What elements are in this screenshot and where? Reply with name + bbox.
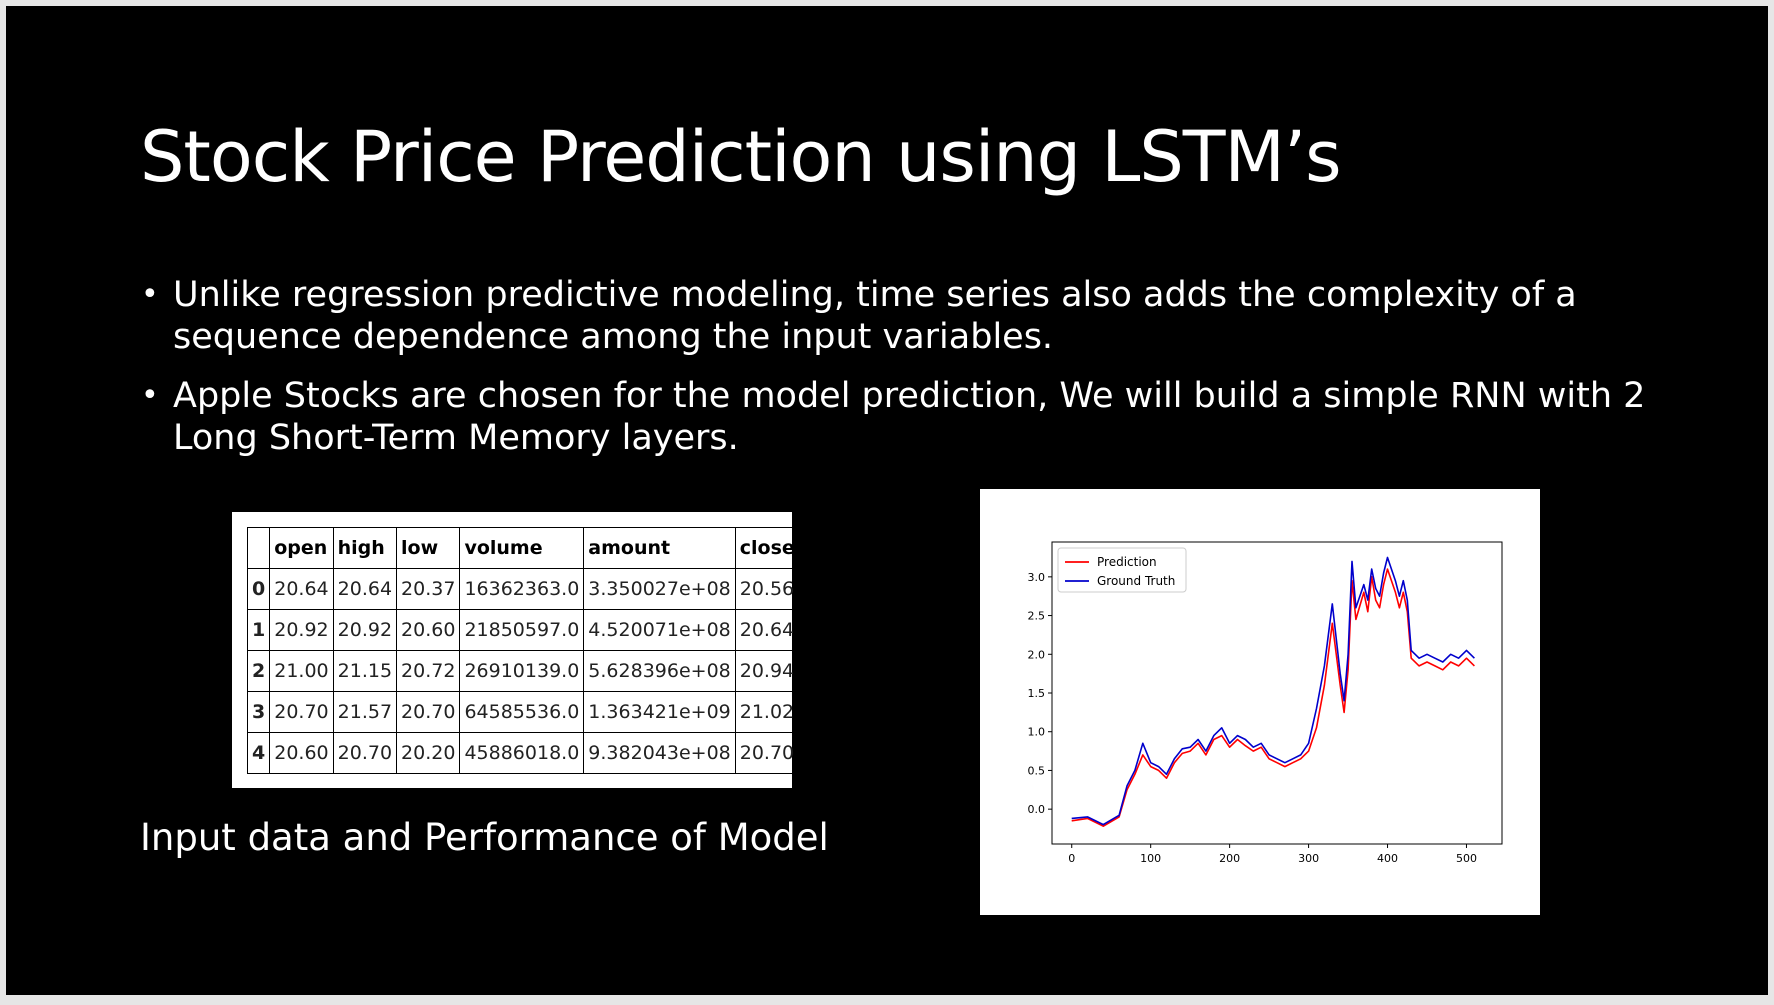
x-tick-label: 400 [1377,852,1398,865]
cell-close: 21.02 [734,691,800,733]
table-row: 2 21.00 21.15 20.72 26910139.0 5.628396e… [246,650,800,692]
x-tick-label: 100 [1140,852,1161,865]
x-tick-label: 0 [1068,852,1075,865]
cell-close: 20.94 [734,650,800,692]
bullet-list: • Unlike regression predictive modeling,… [140,274,1700,476]
row-index: 0 [246,568,271,610]
cell-low: 20.60 [396,609,461,651]
cell-high: 21.57 [332,691,398,733]
cell-open: 20.92 [269,609,334,651]
x-tick-label: 300 [1298,852,1319,865]
column-header-close: close [734,527,800,569]
cell-low: 20.72 [396,650,461,692]
cell-amount: 3.350027e+08 [583,568,736,610]
row-index: 1 [246,609,271,651]
table-row: 4 20.60 20.70 20.20 45886018.0 9.382043e… [246,732,800,774]
y-tick-label: 2.0 [1028,648,1046,661]
table-row: 1 20.92 20.92 20.60 21850597.0 4.520071e… [246,609,800,651]
x-tick-label: 200 [1219,852,1240,865]
cell-open: 20.60 [269,732,334,774]
bullet-item: • Unlike regression predictive modeling,… [140,274,1700,358]
performance-chart: 0 100 200 300 400 500 0.0 0.5 1.0 1.5 2.0 2.5 3.0 Pre… [980,489,1540,915]
column-header-low: low [396,527,461,569]
column-header-high: high [332,527,398,569]
cell-high: 20.70 [332,732,398,774]
cell-open: 21.00 [269,650,334,692]
table-header-row: open high low volume amount close [246,527,800,569]
slide: Stock Price Prediction using LSTM’s • Un… [6,6,1768,995]
cell-amount: 1.363421e+09 [583,691,736,733]
bullet-dot-icon: • [141,277,159,312]
series-line-ground-truth [1071,556,1475,826]
column-header-volume: volume [459,527,585,569]
cell-volume: 26910139.0 [459,650,585,692]
bullet-text: Unlike regression predictive modeling, t… [173,275,1577,357]
column-header-amount: amount [583,527,736,569]
series-line-prediction [1071,568,1475,828]
table-row: 3 20.70 21.57 20.70 64585536.0 1.363421e… [246,691,800,733]
performance-chart-svg: 0 100 200 300 400 500 0.0 0.5 1.0 1.5 2.0 2.5 3.0 Pre… [1028,541,1503,865]
cell-open: 20.64 [269,568,334,610]
legend-box [1057,547,1187,593]
column-header-index [246,527,271,569]
y-tick-label: 1.0 [1028,726,1046,739]
bullet-item: • Apple Stocks are chosen for the model … [140,375,1700,459]
y-tick-label: 0.5 [1028,764,1046,777]
cell-high: 20.92 [332,609,398,651]
cell-amount: 4.520071e+08 [583,609,736,651]
cell-close: 20.70 [734,732,800,774]
bullet-text: Apple Stocks are chosen for the model pr… [173,376,1646,458]
cell-low: 20.37 [396,568,461,610]
y-tick-label: 2.5 [1028,610,1046,623]
cell-volume: 21850597.0 [459,609,585,651]
input-data-table: open high low volume amount close 0 20.6… [246,527,800,774]
cell-volume: 16362363.0 [459,568,585,610]
table-row: 0 20.64 20.64 20.37 16362363.0 3.350027e… [246,568,800,610]
x-tick-label: 500 [1456,852,1477,865]
legend-label: Prediction [1097,555,1157,569]
cell-high: 20.64 [332,568,398,610]
cell-volume: 64585536.0 [459,691,585,733]
row-index: 4 [246,732,271,774]
bullet-dot-icon: • [141,378,159,413]
cell-open: 20.70 [269,691,334,733]
cell-high: 21.15 [332,650,398,692]
y-tick-label: 0.0 [1028,803,1046,816]
input-data-table-image: open high low volume amount close 0 20.6… [232,512,800,788]
cell-amount: 9.382043e+08 [583,732,736,774]
cell-volume: 45886018.0 [459,732,585,774]
y-tick-label: 3.0 [1028,571,1046,584]
cell-low: 20.20 [396,732,461,774]
cell-low: 20.70 [396,691,461,733]
cell-close: 20.56 [734,568,800,610]
cell-amount: 5.628396e+08 [583,650,736,692]
slide-title: Stock Price Prediction using LSTM’s [140,116,1342,198]
y-tick-label: 1.5 [1028,687,1046,700]
row-index: 2 [246,650,271,692]
legend-label: Ground Truth [1097,574,1175,588]
column-header-open: open [269,527,334,569]
slide-caption: Input data and Performance of Model [140,816,829,859]
cell-close: 20.64 [734,609,800,651]
row-index: 3 [246,691,271,733]
